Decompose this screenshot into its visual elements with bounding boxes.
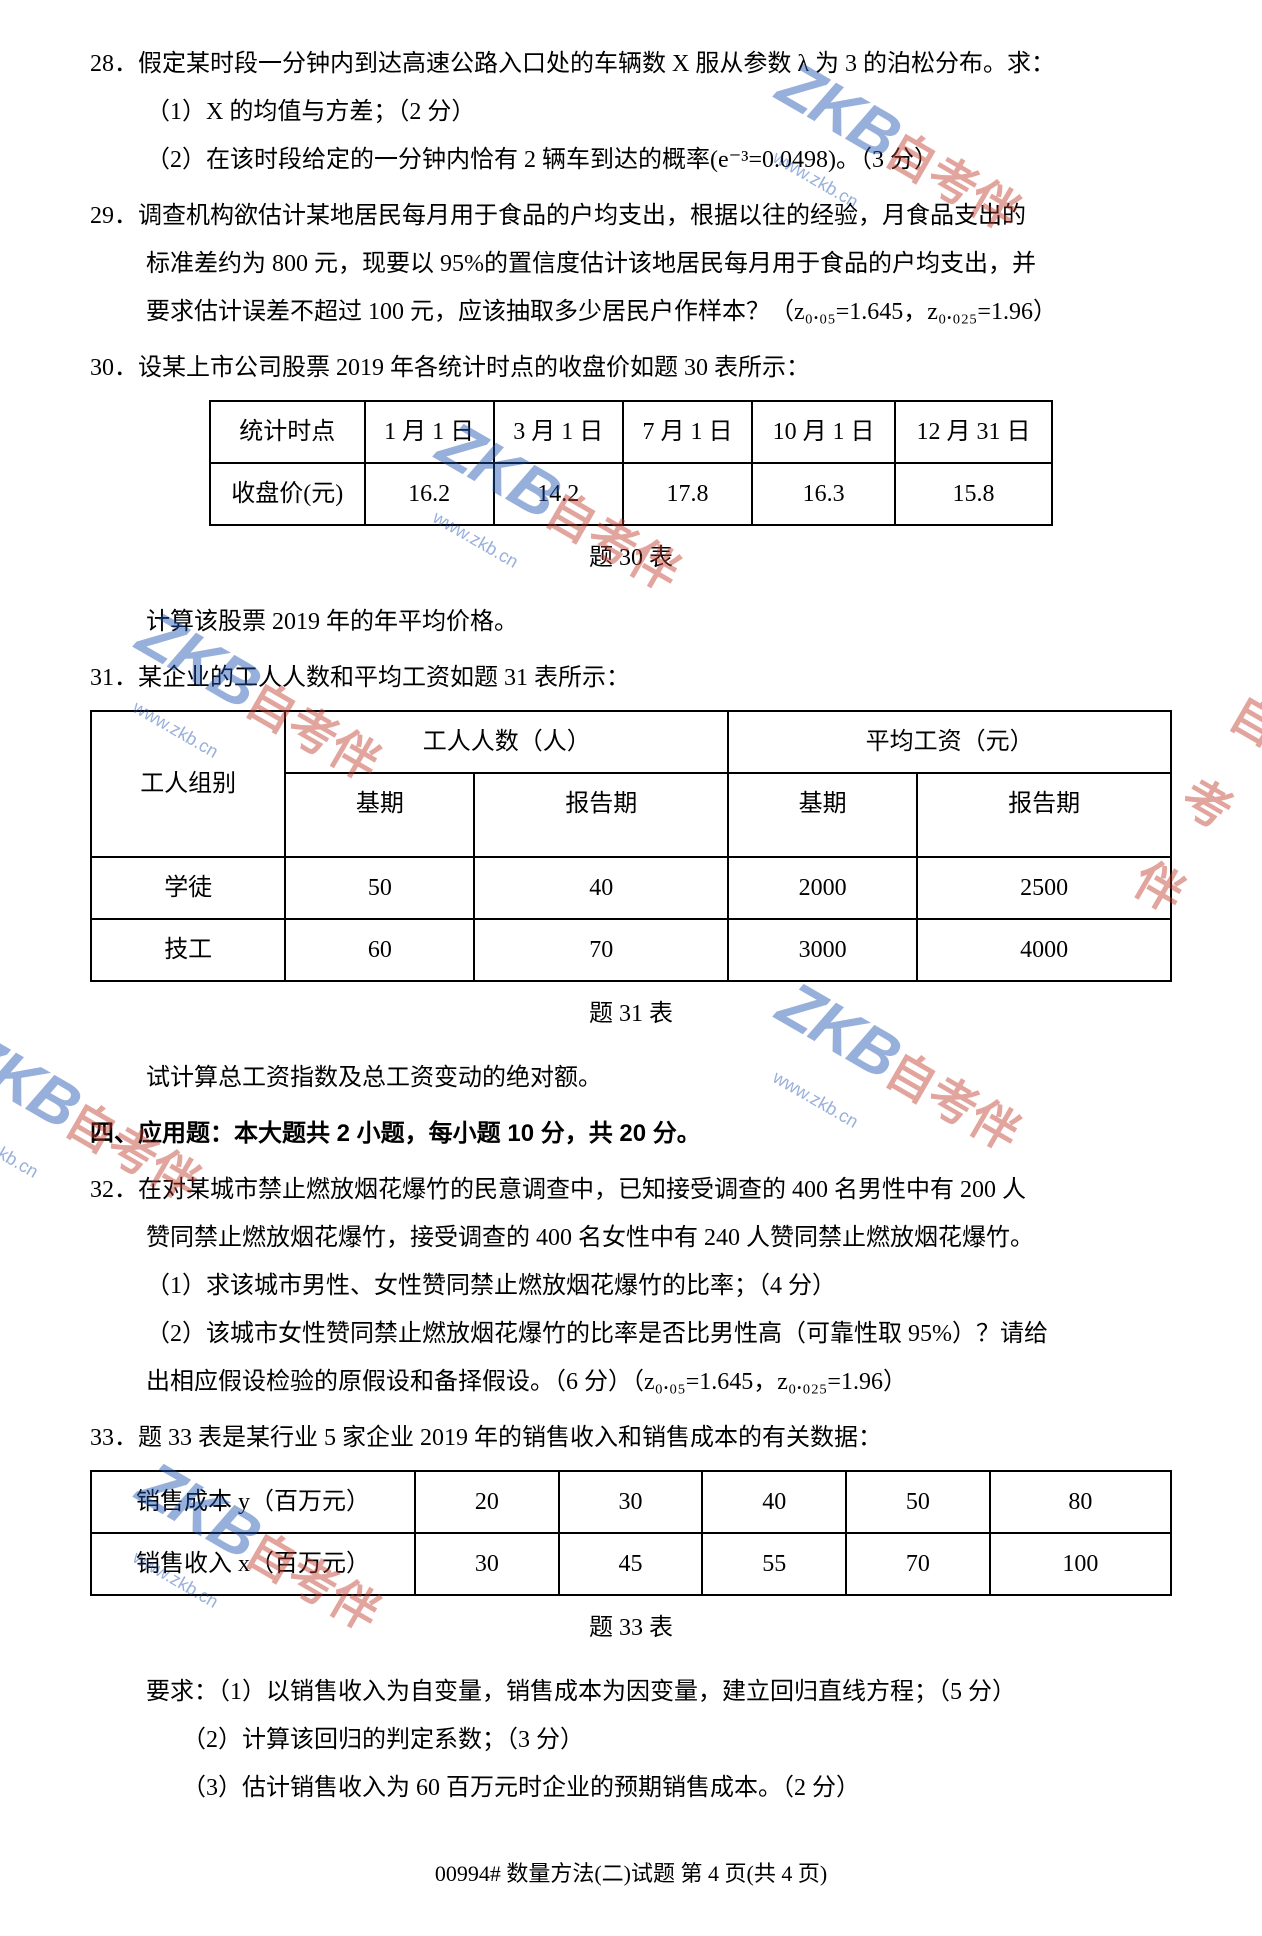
table-33: 销售成本 y（百万元） 20 30 40 50 80 销售收入 x（百万元） 3…: [90, 1470, 1172, 1596]
q32-line1: 32．在对某城市禁止燃放烟花爆竹的民意调查中，已知接受调查的 400 名男性中有…: [90, 1166, 1172, 1214]
q31-ask: 试计算总工资指数及总工资变动的绝对额。: [90, 1054, 1172, 1102]
cell: 14.2: [494, 463, 623, 525]
table-row: 统计时点 1 月 1 日 3 月 1 日 7 月 1 日 10 月 1 日 12…: [210, 401, 1052, 463]
q31-stem: 31．某企业的工人人数和平均工资如题 31 表所示：: [90, 654, 1172, 702]
cell: 20: [415, 1471, 559, 1533]
q29-line2: 标准差约为 800 元，现要以 95%的置信度估计该地居民每月用于食品的户均支出…: [90, 240, 1172, 288]
cell: 10 月 1 日: [752, 401, 895, 463]
cell: 技工: [91, 919, 285, 981]
table-31-caption: 题 31 表: [90, 990, 1172, 1038]
q33-part1: 要求：（1）以销售收入为自变量，销售成本为因变量，建立回归直线方程；（5 分）: [90, 1668, 1172, 1716]
cell: 3 月 1 日: [494, 401, 623, 463]
q33-part3: （3）估计销售收入为 60 百万元时企业的预期销售成本。（2 分）: [90, 1764, 1172, 1812]
cell: 收盘价(元): [210, 463, 365, 525]
table-row: 学徒 50 40 2000 2500: [91, 857, 1171, 919]
cell: 50: [846, 1471, 990, 1533]
cell: 70: [474, 919, 728, 981]
q33-stem: 33．题 33 表是某行业 5 家企业 2019 年的销售收入和销售成本的有关数…: [90, 1414, 1172, 1462]
cell: 30: [559, 1471, 703, 1533]
question-30: 30．设某上市公司股票 2019 年各统计时点的收盘价如题 30 表所示： 统计…: [90, 344, 1172, 646]
cell: 工人组别: [91, 711, 285, 857]
q33-part2: （2）计算该回归的判定系数；（3 分）: [90, 1716, 1172, 1764]
cell: 12 月 31 日: [895, 401, 1052, 463]
cell: 70: [846, 1533, 990, 1595]
cell: 16.2: [365, 463, 494, 525]
q29-line3: 要求估计误差不超过 100 元，应该抽取多少居民户作样本？（z₀.₀₅=1.64…: [90, 288, 1172, 336]
q28-part1: （1）X 的均值与方差；（2 分）: [90, 88, 1172, 136]
cell: 报告期: [474, 773, 728, 857]
q29-line1: 29．调查机构欲估计某地居民每月用于食品的户均支出，根据以往的经验，月食品支出的: [90, 192, 1172, 240]
q28-part2: （2）在该时段给定的一分钟内恰有 2 辆车到达的概率(e⁻³=0.0498)。（…: [90, 136, 1172, 184]
cell: 4000: [917, 919, 1171, 981]
q30-stem: 30．设某上市公司股票 2019 年各统计时点的收盘价如题 30 表所示：: [90, 344, 1172, 392]
q28-stem: 28．假定某时段一分钟内到达高速公路入口处的车辆数 X 服从参数 λ 为 3 的…: [90, 40, 1172, 88]
table-row: 工人组别 工人人数（人） 平均工资（元）: [91, 711, 1171, 773]
cell: 3000: [728, 919, 917, 981]
table-30-caption: 题 30 表: [90, 534, 1172, 582]
q32-part1: （1）求该城市男性、女性赞同禁止燃放烟花爆竹的比率；（4 分）: [90, 1262, 1172, 1310]
question-28: 28．假定某时段一分钟内到达高速公路入口处的车辆数 X 服从参数 λ 为 3 的…: [90, 40, 1172, 184]
q32-part2b: 出相应假设检验的原假设和备择假设。（6 分）（z₀.₀₅=1.645，z₀.₀₂…: [90, 1358, 1172, 1406]
table-row: 技工 60 70 3000 4000: [91, 919, 1171, 981]
q30-ask: 计算该股票 2019 年的年平均价格。: [90, 598, 1172, 646]
cell: 15.8: [895, 463, 1052, 525]
cell: 40: [702, 1471, 846, 1533]
cell: 学徒: [91, 857, 285, 919]
cell: 30: [415, 1533, 559, 1595]
cell: 16.3: [752, 463, 895, 525]
cell: 工人人数（人）: [285, 711, 728, 773]
table-31: 工人组别 工人人数（人） 平均工资（元） 基期 报告期 基期 报告期 学徒 50…: [90, 710, 1172, 982]
cell: 80: [990, 1471, 1171, 1533]
cell: 7 月 1 日: [623, 401, 752, 463]
table-row: 销售成本 y（百万元） 20 30 40 50 80: [91, 1471, 1171, 1533]
table-30: 统计时点 1 月 1 日 3 月 1 日 7 月 1 日 10 月 1 日 12…: [209, 400, 1053, 526]
question-32: 32．在对某城市禁止燃放烟花爆竹的民意调查中，已知接受调查的 400 名男性中有…: [90, 1166, 1172, 1406]
cell: 销售成本 y（百万元）: [91, 1471, 415, 1533]
table-33-caption: 题 33 表: [90, 1604, 1172, 1652]
cell: 1 月 1 日: [365, 401, 494, 463]
cell: 100: [990, 1533, 1171, 1595]
table-row: 收盘价(元) 16.2 14.2 17.8 16.3 15.8: [210, 463, 1052, 525]
cell: 17.8: [623, 463, 752, 525]
question-33: 33．题 33 表是某行业 5 家企业 2019 年的销售收入和销售成本的有关数…: [90, 1414, 1172, 1812]
cell: 统计时点: [210, 401, 365, 463]
cell: 基期: [728, 773, 917, 857]
cell: 基期: [285, 773, 474, 857]
cell: 40: [474, 857, 728, 919]
cell: 55: [702, 1533, 846, 1595]
q32-line2: 赞同禁止燃放烟花爆竹，接受调查的 400 名女性中有 240 人赞同禁止燃放烟花…: [90, 1214, 1172, 1262]
page-footer: 00994# 数量方法(二)试题 第 4 页(共 4 页): [90, 1852, 1172, 1896]
cell: 平均工资（元）: [728, 711, 1171, 773]
question-29: 29．调查机构欲估计某地居民每月用于食品的户均支出，根据以往的经验，月食品支出的…: [90, 192, 1172, 336]
cell: 销售收入 x（百万元）: [91, 1533, 415, 1595]
table-row: 销售收入 x（百万元） 30 45 55 70 100: [91, 1533, 1171, 1595]
question-31: 31．某企业的工人人数和平均工资如题 31 表所示： 工人组别 工人人数（人） …: [90, 654, 1172, 1102]
cell: 报告期: [917, 773, 1171, 857]
cell: 2000: [728, 857, 917, 919]
cell: 2500: [917, 857, 1171, 919]
cell: 60: [285, 919, 474, 981]
q32-part2a: （2）该城市女性赞同禁止燃放烟花爆竹的比率是否比男性高（可靠性取 95%）？请给: [90, 1310, 1172, 1358]
cell: 50: [285, 857, 474, 919]
cell: 45: [559, 1533, 703, 1595]
section-4-header: 四、应用题：本大题共 2 小题，每小题 10 分，共 20 分。: [90, 1110, 1172, 1158]
